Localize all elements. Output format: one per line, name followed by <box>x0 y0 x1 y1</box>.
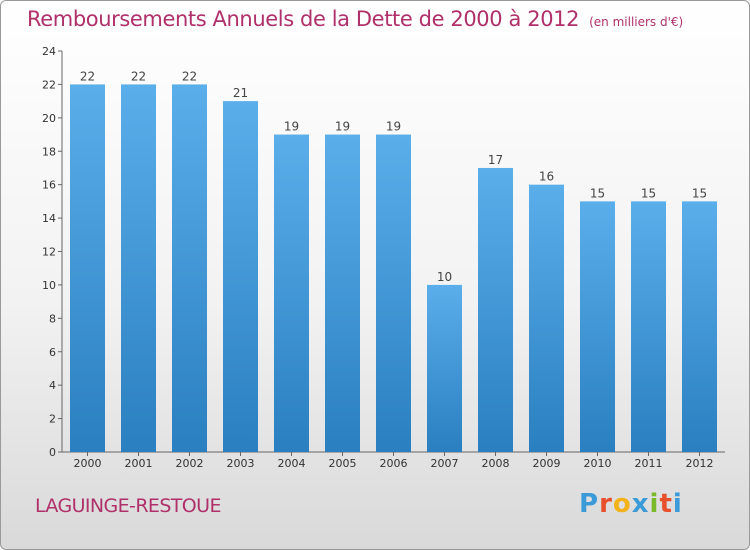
x-tick-label: 2004 <box>278 457 306 470</box>
y-tick-label: 8 <box>49 312 56 325</box>
x-tick-label: 2006 <box>380 457 408 470</box>
y-tick-label: 20 <box>42 112 56 125</box>
data-label: 21 <box>233 86 248 100</box>
bar <box>631 201 666 452</box>
bar <box>529 184 564 452</box>
data-label: 19 <box>335 120 350 134</box>
data-label: 15 <box>692 186 707 200</box>
title-text: Remboursements Annuels de la Dette de 20… <box>27 7 580 31</box>
bar <box>172 84 207 453</box>
data-label: 22 <box>80 69 95 83</box>
proxiti-logo: Proxiti <box>579 489 683 519</box>
bar <box>325 134 360 452</box>
y-tick-label: 2 <box>49 413 56 426</box>
data-label: 22 <box>131 69 146 83</box>
logo-letter: t <box>659 489 673 519</box>
bar <box>478 167 513 453</box>
bar <box>223 101 258 452</box>
x-tick-label: 2007 <box>431 457 459 470</box>
x-tick-label: 2001 <box>125 457 153 470</box>
logo-letter: r <box>599 489 613 519</box>
logo-letter: i <box>672 489 683 519</box>
bar <box>427 284 462 452</box>
bar <box>376 134 411 452</box>
bar <box>274 134 309 452</box>
y-tick-label: 14 <box>42 212 56 225</box>
y-tick-label: 6 <box>49 346 56 359</box>
y-tick-label: 10 <box>42 279 56 292</box>
data-label: 15 <box>590 186 605 200</box>
y-tick-label: 24 <box>42 45 56 58</box>
y-tick-label: 12 <box>42 246 56 259</box>
y-tick-label: 0 <box>49 446 56 459</box>
data-label: 16 <box>539 170 554 184</box>
x-tick-label: 2011 <box>635 457 663 470</box>
data-label: 15 <box>641 186 656 200</box>
data-label: 17 <box>488 153 503 167</box>
x-tick-label: 2012 <box>686 457 714 470</box>
y-tick-label: 4 <box>49 379 56 392</box>
logo-letter: P <box>579 489 600 519</box>
bar <box>121 84 156 453</box>
chart-title: Remboursements Annuels de la Dette de 20… <box>27 7 683 31</box>
bar <box>580 201 615 452</box>
logo-letter: x <box>631 489 650 519</box>
x-tick-label: 2000 <box>74 457 102 470</box>
data-label: 19 <box>386 120 401 134</box>
x-tick-label: 2005 <box>329 457 357 470</box>
y-tick-label: 22 <box>42 78 56 91</box>
bar <box>682 201 717 452</box>
bar <box>70 84 105 453</box>
logo-letter: o <box>612 489 632 519</box>
y-tick-label: 18 <box>42 145 56 158</box>
commune-name: LAGUINGE-RESTOUE <box>35 495 221 517</box>
logo-letter: i <box>649 489 660 519</box>
x-tick-label: 2003 <box>227 457 255 470</box>
y-tick-label: 16 <box>42 179 56 192</box>
data-label: 22 <box>182 69 197 83</box>
data-label: 10 <box>437 270 452 284</box>
data-label: 19 <box>284 120 299 134</box>
x-tick-label: 2008 <box>482 457 510 470</box>
x-tick-label: 2002 <box>176 457 204 470</box>
x-tick-label: 2010 <box>584 457 612 470</box>
title-unit: (en milliers d'€) <box>589 15 684 29</box>
x-tick-label: 2009 <box>533 457 561 470</box>
